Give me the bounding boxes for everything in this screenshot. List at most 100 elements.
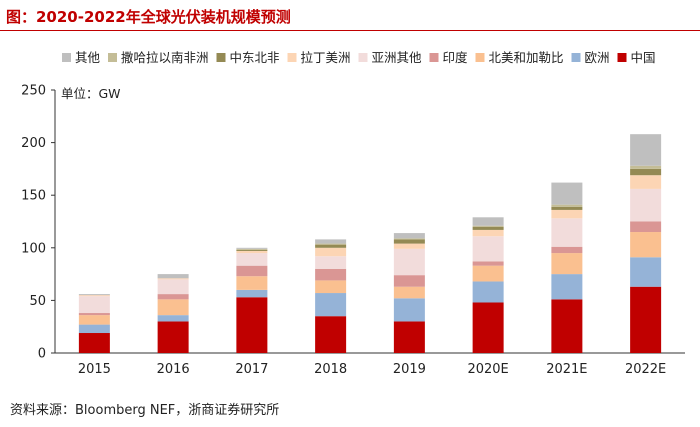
y-tick-label: 100 — [21, 241, 46, 256]
bar-segment — [315, 280, 347, 294]
x-tick-label: 2022E — [625, 362, 666, 377]
bar-segment — [236, 253, 268, 266]
x-tick-label: 2015 — [78, 362, 111, 377]
legend-label: 中国 — [631, 50, 656, 65]
bar-segment — [315, 239, 347, 244]
bar-segment — [315, 316, 347, 353]
bar-segment — [236, 276, 268, 290]
bar-segment — [78, 295, 110, 297]
bar-segment — [236, 247, 268, 249]
legend-swatch — [62, 53, 71, 62]
bar-segment — [630, 165, 662, 169]
bar-segment — [472, 226, 504, 230]
bar-segment — [551, 299, 583, 353]
bar-segment — [630, 257, 662, 287]
bar-segment — [78, 333, 110, 353]
bar-segment — [630, 286, 662, 353]
legend-swatch — [617, 53, 627, 62]
legend-label: 其他 — [75, 50, 101, 65]
bar-segment — [78, 294, 110, 296]
bar-segment — [551, 182, 583, 205]
bar-segment — [393, 239, 425, 244]
bar-segment — [393, 321, 425, 353]
y-tick-label: 250 — [21, 84, 46, 99]
x-tick-label: 2021E — [546, 362, 587, 377]
legend-label: 拉丁美洲 — [301, 50, 351, 65]
bar-segment — [236, 250, 268, 254]
bar-segment — [393, 286, 425, 299]
legend-label: 中东北非 — [230, 50, 280, 65]
legend-label: 撒哈拉以南非洲 — [121, 50, 209, 65]
bar-segment — [157, 299, 189, 316]
bar-segment — [236, 265, 268, 277]
bar-segment — [236, 249, 268, 251]
source-note: 资料来源：Bloomberg NEF，浙商证券研究所 — [10, 403, 280, 418]
x-tick-label: 2018 — [314, 362, 347, 377]
y-tick-label: 150 — [21, 189, 46, 204]
x-tick-label: 2017 — [235, 362, 268, 377]
bar-segment — [551, 274, 583, 300]
bar-segment — [551, 209, 583, 219]
bar-segment — [393, 275, 425, 287]
bar-segment — [630, 232, 662, 258]
bar-segment — [551, 206, 583, 210]
bar-segment — [315, 256, 347, 269]
bar-segment — [551, 218, 583, 247]
legend-swatch — [475, 53, 485, 62]
bar-segment — [472, 265, 504, 282]
bar-segment — [315, 268, 347, 281]
bar-segment — [472, 217, 504, 226]
bar-segment — [551, 204, 583, 207]
bar-segment — [315, 243, 347, 245]
chart-title: 图：2020-2022年全球光伏装机规模预测 — [6, 8, 291, 26]
bar-segment — [551, 253, 583, 275]
bar-segment — [393, 238, 425, 240]
bar-segment — [315, 247, 347, 257]
legend-label: 亚洲其他 — [372, 50, 423, 65]
bar-segment — [78, 313, 110, 316]
bar-segment — [78, 315, 110, 325]
bar-segment — [472, 261, 504, 266]
bar-segment — [393, 243, 425, 249]
bar-segment — [78, 324, 110, 334]
bar-segment — [630, 175, 662, 189]
bar-segment — [315, 244, 347, 248]
legend-label: 欧洲 — [585, 50, 610, 65]
bar-segment — [157, 278, 189, 280]
legend-swatch — [108, 53, 117, 62]
y-tick-label: 0 — [38, 347, 46, 362]
bar-segment — [157, 315, 189, 322]
bar-segment — [630, 221, 662, 233]
title-divider — [0, 30, 700, 31]
bar-segment — [157, 321, 189, 353]
y-tick-label: 50 — [29, 294, 46, 309]
bar-segment — [630, 168, 662, 176]
bar-segment — [315, 293, 347, 317]
bar-segment — [236, 289, 268, 298]
bar-segment — [236, 297, 268, 353]
bar-segment — [551, 246, 583, 254]
bar-segment — [472, 236, 504, 262]
legend-swatch — [429, 53, 439, 62]
bar-segment — [157, 279, 189, 295]
unit-label: 单位：GW — [61, 86, 121, 101]
legend-swatch — [287, 53, 297, 62]
bar-segment — [393, 233, 425, 239]
x-tick-label: 2019 — [393, 362, 426, 377]
bar-segment — [236, 248, 268, 250]
x-tick-label: 2016 — [157, 362, 190, 377]
bar-segment — [472, 229, 504, 237]
bar-segment — [472, 281, 504, 303]
bar-segment — [393, 248, 425, 276]
legend-label: 北美和加勒比 — [489, 50, 564, 65]
legend-swatch — [216, 53, 226, 62]
x-tick-label: 2020E — [467, 362, 508, 377]
bar-segment — [630, 188, 662, 222]
bar-segment — [78, 296, 110, 314]
legend-label: 印度 — [443, 50, 469, 65]
bar-segment — [157, 294, 189, 300]
bar-segment — [393, 298, 425, 322]
legend-swatch — [358, 53, 368, 62]
legend-swatch — [571, 53, 581, 62]
